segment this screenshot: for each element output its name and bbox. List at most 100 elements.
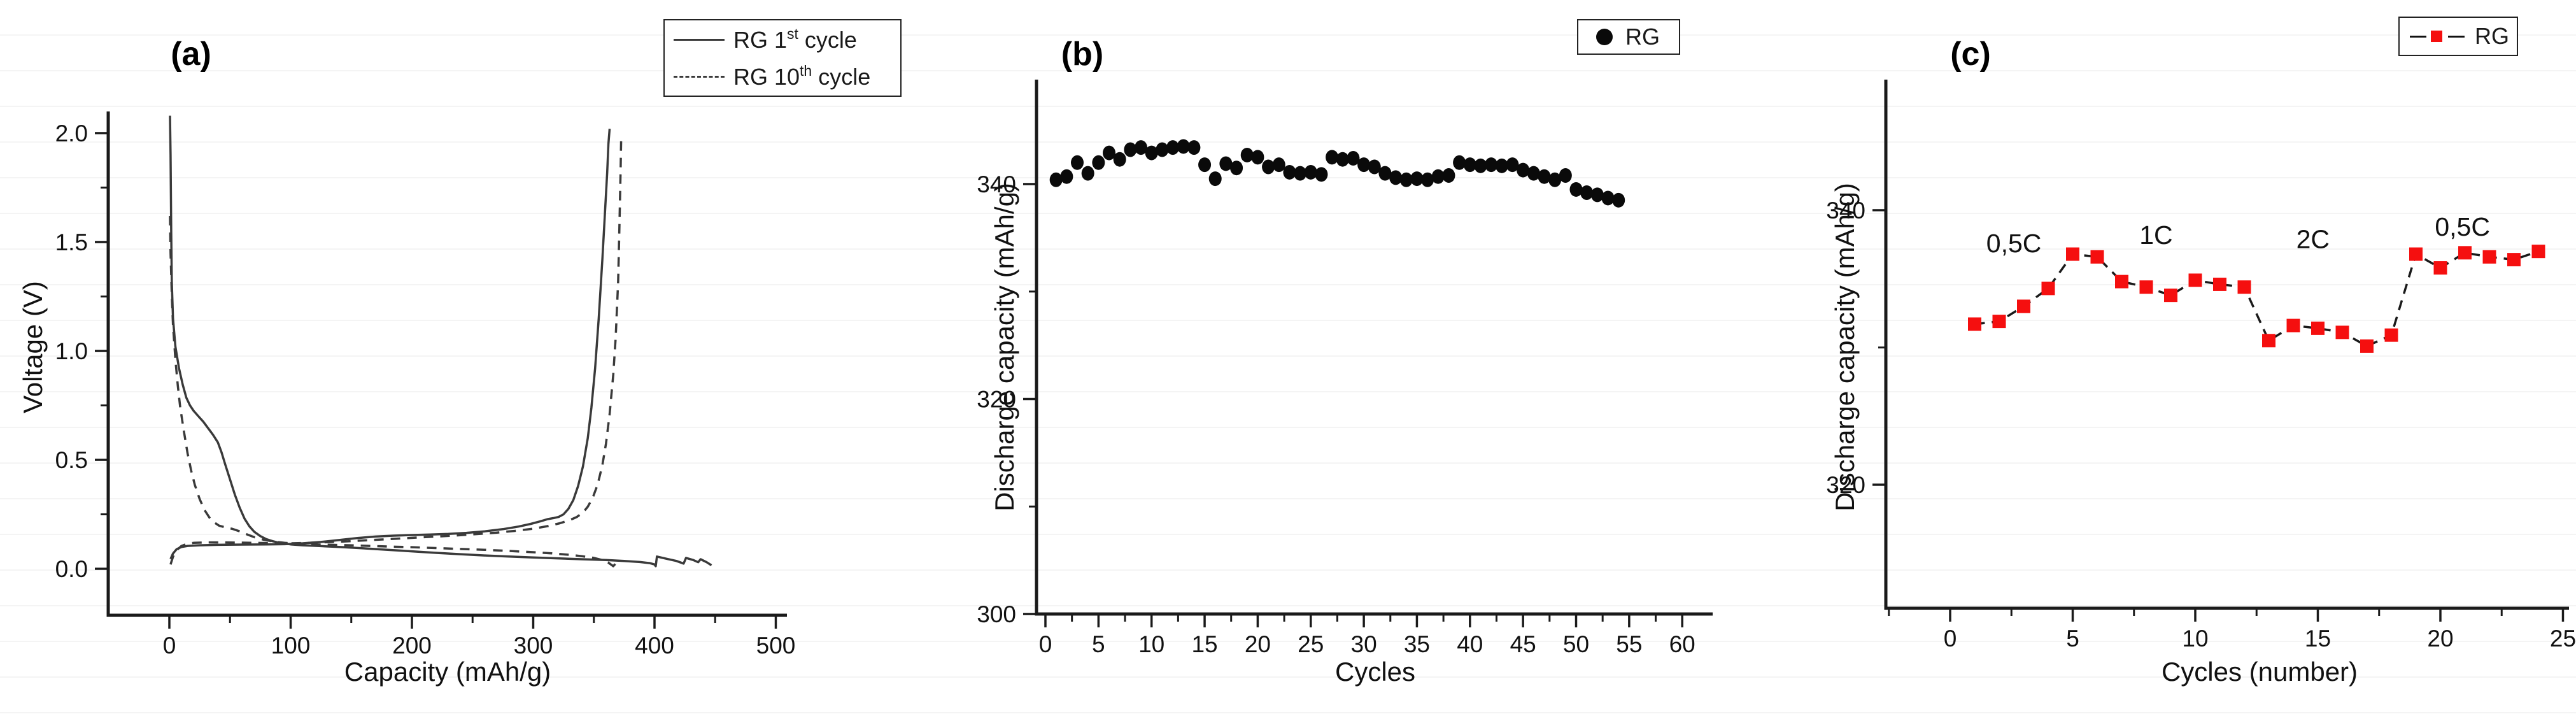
dashed-line-sample-icon: [674, 75, 725, 78]
svg-text:400: 400: [635, 632, 674, 659]
data-point: [1569, 182, 1583, 197]
data-point: [1612, 192, 1625, 208]
black-circle-marker-icon: [1596, 29, 1613, 45]
data-point: [1304, 164, 1317, 180]
data-point: [2188, 273, 2202, 287]
svg-text:45: 45: [1510, 631, 1536, 657]
y-axis-title-c: Discharge capacity (mAh/g): [1830, 183, 1860, 511]
data-point: [1124, 142, 1137, 157]
svg-text:15: 15: [2305, 625, 2331, 652]
legend-item-rg-10th-cycle: RG 10th cycle: [665, 58, 900, 95]
data-point: [1559, 168, 1572, 183]
data-point: [1463, 157, 1476, 173]
svg-text:50: 50: [1563, 631, 1589, 657]
legend-label: RG 1st cycle: [733, 25, 857, 53]
data-point: [1092, 155, 1105, 170]
rate-test-line: [1974, 250, 2539, 348]
legend-item-rg: RG: [1578, 20, 1679, 54]
data-point: [1219, 156, 1233, 171]
data-point: [1145, 145, 1158, 161]
data-point: [2164, 289, 2177, 303]
data-point: [1485, 157, 1498, 173]
data-point: [1601, 190, 1615, 206]
data-point: [2311, 321, 2325, 335]
rate-annotation: 0,5C: [1986, 229, 2042, 258]
data-point: [1262, 159, 1275, 175]
svg-text:5: 5: [2066, 625, 2079, 652]
svg-text:320: 320: [977, 387, 1016, 413]
chart-c: 0 5 10 15 20 25 340 320 0,5C 1C 2C 0,5C: [1826, 80, 2576, 652]
svg-text:40: 40: [1457, 631, 1483, 657]
data-point: [2409, 247, 2423, 261]
data-point: [1580, 185, 1594, 200]
data-point: [1294, 166, 1307, 181]
data-point: [1410, 171, 1424, 187]
data-point: [2335, 325, 2349, 339]
x-axis-title-a: Capacity (mAh/g): [344, 657, 551, 687]
data-point: [1326, 150, 1339, 165]
svg-text:25: 25: [2550, 625, 2576, 652]
data-point: [2433, 261, 2447, 275]
data-point: [2213, 277, 2226, 291]
data-point: [1421, 172, 1434, 187]
legend-item-rg: RG: [2400, 18, 2517, 55]
y-axis-title-a: Voltage (V): [18, 281, 48, 413]
data-point: [1442, 168, 1455, 183]
data-point: [2531, 245, 2545, 259]
svg-text:320: 320: [1826, 472, 1865, 498]
data-point: [1177, 139, 1190, 154]
data-point: [1347, 151, 1360, 166]
svg-text:5: 5: [1092, 631, 1105, 657]
data-point: [1135, 140, 1148, 155]
data-point: [1357, 157, 1371, 173]
data-point: [2066, 247, 2079, 261]
data-point: [2041, 282, 2055, 296]
data-point: [1431, 169, 1445, 184]
data-point: [1240, 147, 1254, 162]
legend-panel-a: RG 1st cycle RG 10th cycle: [663, 19, 902, 97]
data-point: [1315, 167, 1328, 182]
svg-text:1.0: 1.0: [55, 338, 88, 364]
svg-text:300: 300: [977, 601, 1016, 627]
data-point: [1187, 140, 1201, 155]
data-point: [1399, 172, 1413, 187]
chart-a: 0 100 200 300 400 500 2.0 1.5 1.0 0.5 0.0: [55, 111, 795, 659]
svg-text:25: 25: [1298, 631, 1324, 657]
data-point: [2482, 250, 2496, 264]
svg-text:15: 15: [1191, 631, 1217, 657]
data-point: [1251, 150, 1264, 165]
data-point: [1198, 157, 1212, 173]
series-solid: [169, 115, 712, 568]
data-point: [1336, 152, 1349, 167]
data-point: [2262, 334, 2275, 348]
svg-text:100: 100: [271, 632, 311, 659]
data-point: [1060, 169, 1073, 184]
data-point: [1272, 157, 1285, 173]
svg-text:0: 0: [163, 632, 176, 659]
svg-text:340: 340: [1826, 197, 1865, 224]
data-point: [2090, 250, 2104, 264]
svg-text:0.0: 0.0: [55, 556, 88, 582]
data-point: [1527, 166, 1540, 181]
legend-label: RG: [1625, 24, 1660, 50]
data-point: [1968, 317, 1981, 331]
data-point: [1474, 158, 1487, 173]
series-dashed: [169, 139, 623, 565]
svg-text:200: 200: [392, 632, 432, 659]
data-point: [1071, 155, 1084, 170]
svg-text:30: 30: [1351, 631, 1377, 657]
data-point: [1049, 172, 1063, 187]
panel-label-c: (c): [1950, 36, 1991, 73]
data-point: [2139, 280, 2153, 294]
data-point: [1156, 142, 1169, 157]
svg-text:1.5: 1.5: [55, 229, 88, 255]
svg-text:60: 60: [1669, 631, 1695, 657]
y-axis-title-b: Discharge capacity (mAh/g): [989, 183, 1019, 511]
data-point: [1230, 161, 1243, 176]
data-point: [1506, 157, 1519, 173]
data-point: [1283, 164, 1296, 180]
x-axis-title-c: Cycles (number): [2161, 657, 2358, 687]
svg-text:0: 0: [1944, 625, 1957, 652]
